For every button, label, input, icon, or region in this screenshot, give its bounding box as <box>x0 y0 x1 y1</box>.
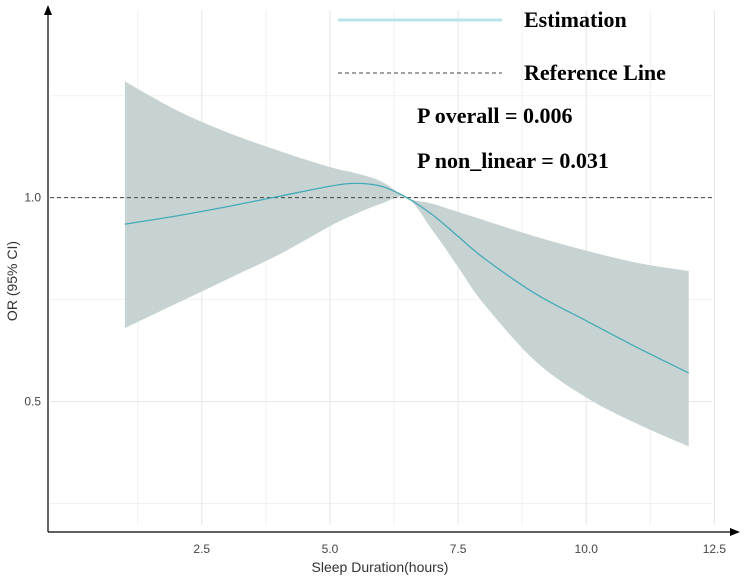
y-axis-title: OR (95% CI) <box>4 241 20 321</box>
x-tick-label: 5.0 <box>322 542 339 556</box>
x-tick-label: 2.5 <box>193 542 210 556</box>
y-tick-label: 0.5 <box>24 395 41 409</box>
x-tick-label: 12.5 <box>703 542 727 556</box>
x-tick-label: 7.5 <box>450 542 467 556</box>
x-axis-title: Sleep Duration(hours) <box>312 559 449 575</box>
y-tick-label: 1.0 <box>24 191 41 205</box>
x-axis-arrow <box>730 528 740 536</box>
p-nonlinear-annotation: P non_linear = 0.031 <box>417 148 609 173</box>
legend-layer: Estimation Reference Line <box>338 7 666 85</box>
y-axis-arrow <box>44 5 52 15</box>
confidence-band <box>124 81 689 447</box>
annotation-layer: P overall = 0.006 P non_linear = 0.031 <box>417 103 609 173</box>
legend-label-estimation: Estimation <box>524 7 627 32</box>
estimate-line <box>124 182 690 374</box>
plot-layer <box>50 81 712 447</box>
legend-label-reference-line: Reference Line <box>524 60 666 85</box>
x-tick-label: 10.0 <box>575 542 599 556</box>
axes-layer: 2.5 5.0 7.5 10.0 12.5 0.5 1.0 Sleep Duration(ho… <box>4 5 740 575</box>
p-overall-annotation: P overall = 0.006 <box>417 103 573 128</box>
